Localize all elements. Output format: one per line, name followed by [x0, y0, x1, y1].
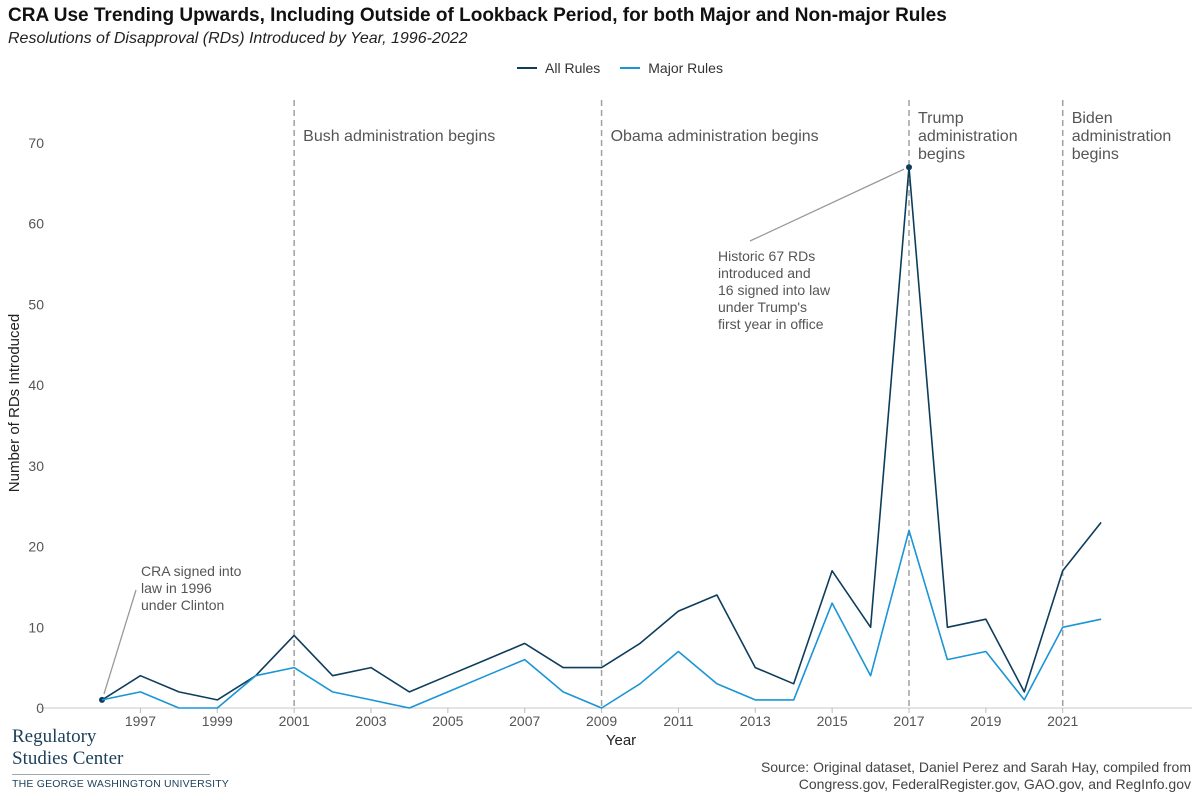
annotation-text-clinton: law in 1996 — [141, 580, 212, 596]
x-tick-label: 2015 — [817, 713, 848, 729]
y-tick-label: 10 — [28, 619, 44, 635]
annotation-text-trump: 16 signed into law — [718, 282, 831, 298]
y-tick-label: 40 — [28, 377, 44, 393]
x-tick-label: 2013 — [740, 713, 771, 729]
y-tick-label: 0 — [36, 700, 44, 716]
administration-label: Trump — [918, 110, 964, 127]
administration-label: begins — [1072, 146, 1119, 163]
x-tick-label: 2005 — [432, 713, 463, 729]
x-tick-label: 1997 — [125, 713, 156, 729]
annotation-text-trump: Historic 67 RDs — [718, 248, 815, 264]
logo-line-1: Regulatory — [12, 726, 97, 747]
legend-item-all-rules: All Rules — [517, 60, 600, 76]
legend-swatch-major-rules — [620, 67, 641, 69]
administration-label: Biden — [1072, 110, 1113, 127]
data-series — [101, 166, 1102, 709]
administration-label: administration — [1072, 128, 1172, 145]
annotation-text-trump: first year in office — [718, 316, 824, 332]
y-tick-label: 70 — [28, 135, 44, 151]
logo-line-2: Studies Center — [12, 748, 124, 769]
series-line-major-rules — [101, 529, 1102, 709]
x-tick-label: 2017 — [893, 713, 924, 729]
x-tick-label: 2019 — [970, 713, 1001, 729]
annotation-text-clinton: under Clinton — [141, 597, 224, 613]
source-line-1: Source: Original dataset, Daniel Perez a… — [760, 759, 1191, 775]
logo-divider — [12, 774, 210, 775]
x-tick-label: 2003 — [355, 713, 386, 729]
administration-label: Obama administration begins — [611, 128, 819, 145]
annotation-text-trump: introduced and — [718, 265, 811, 281]
x-tick-label: 2011 — [663, 713, 693, 729]
y-tick-label: 60 — [28, 216, 44, 232]
logo-university: THE GEORGE WASHINGTON UNIVERSITY — [12, 778, 230, 790]
administration-markers: Bush administration begins Obama administ… — [293, 100, 1172, 708]
annotation-text-trump: under Trump's — [718, 299, 807, 315]
annotation-text-clinton: CRA signed into — [141, 563, 242, 579]
administration-label: Bush administration begins — [303, 128, 495, 145]
axes: 0 10 20 30 40 50 60 70 1997 1999 2001 2003 2005 2007 2… — [28, 135, 1192, 729]
x-tick-label: 2009 — [586, 713, 617, 729]
legend-item-major-rules: Major Rules — [620, 60, 723, 76]
administration-label: administration — [918, 128, 1018, 145]
source-note: Source: Original dataset, Daniel Perez a… — [761, 759, 1191, 793]
regulatory-studies-center-logo: Regulatory Studies Center THE GEORGE WAS… — [12, 726, 230, 790]
source-line-2: Congress.gov, FederalRegister.gov, GAO.g… — [798, 776, 1191, 792]
legend-swatch-all-rules — [517, 67, 538, 69]
x-tick-label: 2007 — [509, 713, 540, 729]
y-tick-label: 20 — [28, 539, 44, 555]
annotation-connector-clinton — [103, 589, 137, 695]
chart-subtitle: Resolutions of Disapproval (RDs) Introdu… — [8, 30, 468, 47]
y-tick-label: 30 — [28, 458, 44, 474]
y-tick-label: 50 — [28, 296, 44, 312]
annotation-connector-trump — [749, 168, 905, 242]
legend-label-major-rules: Major Rules — [648, 60, 723, 76]
x-tick-label: 2021 — [1047, 713, 1078, 729]
series-line-all-rules — [101, 166, 1102, 701]
legend-label-all-rules: All Rules — [545, 60, 601, 76]
x-tick-label: 1999 — [202, 713, 233, 729]
administration-label: begins — [918, 146, 965, 163]
y-axis-title: Number of RDs Introduced — [6, 314, 23, 492]
chart-title: CRA Use Trending Upwards, Including Outs… — [8, 5, 947, 26]
chart-legend: All Rules Major Rules — [0, 60, 1200, 76]
x-tick-label: 2001 — [279, 713, 310, 729]
x-axis-title: Year — [606, 732, 636, 749]
